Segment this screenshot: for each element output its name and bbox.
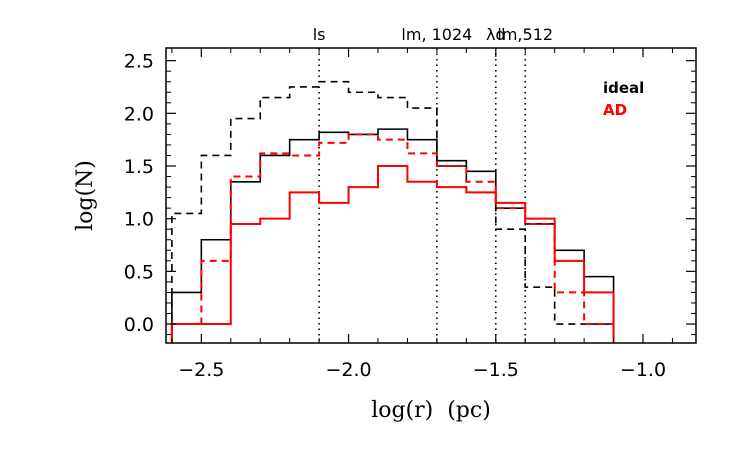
legend-entry-ad: AD — [603, 101, 627, 119]
x-axis-title: log(r) (pc) — [371, 398, 491, 423]
y-tick-label: 2.0 — [124, 103, 154, 125]
marker-label: lm,512 — [497, 25, 553, 44]
y-tick-label: 0.5 — [124, 261, 154, 283]
series-ideal-solid — [171, 128, 615, 343]
series-ad-solid — [170, 165, 615, 343]
axis-tick-labels: −2.5 −2.0 −1.5 −1.0 0.0 0.5 1.0 1.5 2.0 2.5 — [124, 51, 666, 381]
y-tick-label: 1.5 — [124, 156, 154, 178]
series-layer — [170, 80, 615, 343]
y-tick-label: 2.5 — [124, 51, 154, 73]
x-tick-label: −2.5 — [178, 359, 224, 381]
y-axis-title: log(N) — [73, 160, 98, 231]
x-tick-label: −1.0 — [620, 359, 666, 381]
plot-frame — [165, 47, 697, 344]
x-tick-label: −2.0 — [325, 359, 371, 381]
legend: ideal AD — [603, 79, 644, 119]
marker-label: lm, 1024 — [401, 25, 472, 44]
series-ideal-dashed — [171, 80, 615, 343]
series-ad-dashed — [170, 133, 615, 343]
axis-ticks — [166, 48, 696, 343]
x-tick-label: −1.5 — [473, 359, 519, 381]
marker-label: λd — [486, 25, 506, 44]
legend-entry-ideal: ideal — [603, 79, 644, 97]
y-tick-label: 0.0 — [124, 314, 154, 336]
y-tick-label: 1.0 — [124, 209, 154, 231]
marker-label: ls — [313, 25, 326, 44]
